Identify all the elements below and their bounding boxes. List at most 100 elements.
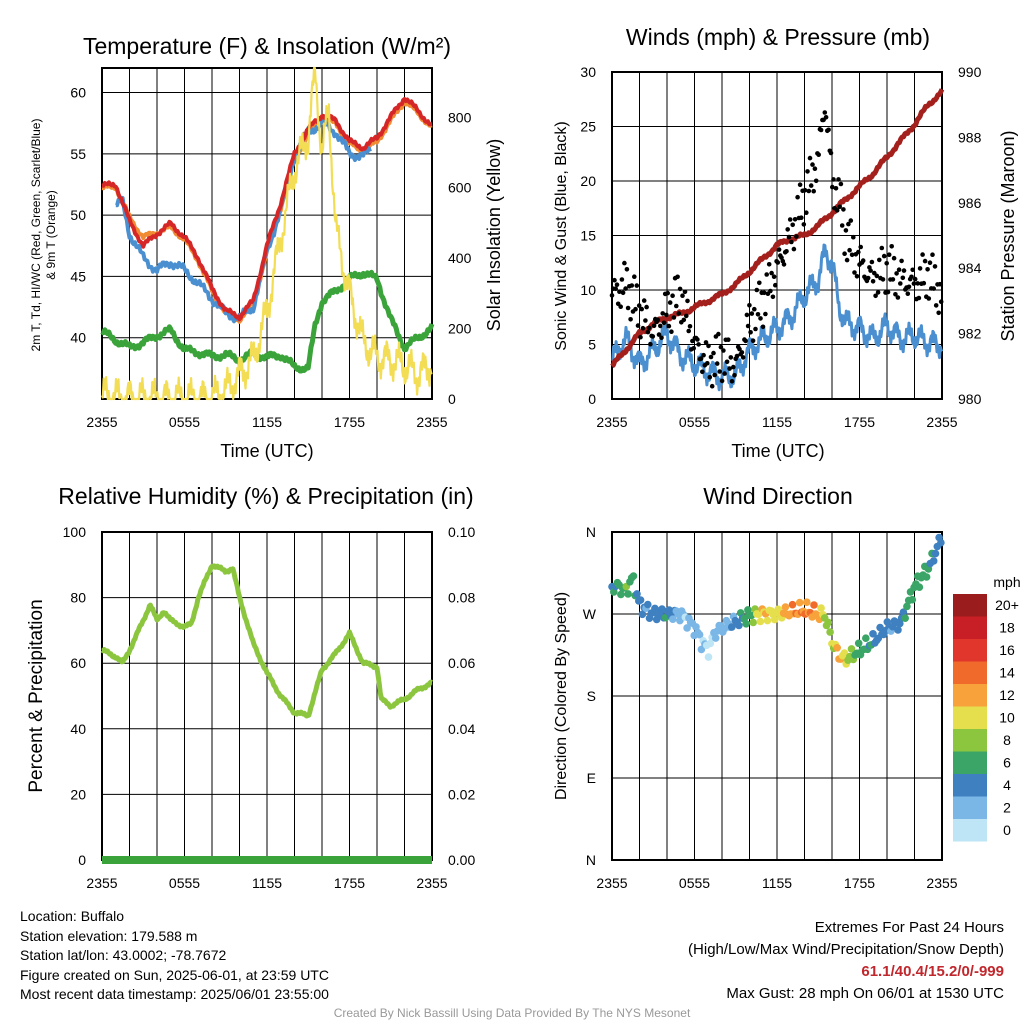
gust-point: [831, 177, 836, 182]
direction-point: [847, 645, 856, 653]
direction-point: [706, 639, 715, 648]
direction-point: [795, 598, 804, 607]
gust-point: [752, 306, 757, 312]
direction-xtick-label: 2355: [596, 875, 627, 891]
gust-point: [635, 323, 641, 328]
gust-point: [677, 286, 683, 292]
gust-point: [810, 162, 815, 167]
direction-point: [894, 626, 902, 634]
gust-point: [675, 274, 680, 280]
gust-point: [806, 188, 812, 194]
gust-point: [898, 281, 903, 286]
gust-point: [659, 335, 664, 341]
direction-point: [788, 600, 797, 609]
gust-point: [769, 270, 774, 276]
gust-point: [760, 324, 766, 330]
winds-ytick-label: 15: [580, 228, 596, 244]
direction-xtick-label: 1755: [844, 875, 875, 891]
winds-xlabel: Time (UTC): [731, 441, 824, 461]
gust-point: [658, 323, 663, 329]
speed-legend-swatch: [953, 774, 987, 797]
gust-point: [909, 274, 914, 280]
direction-point: [711, 634, 720, 642]
pressure-ytick-label: 980: [958, 391, 982, 407]
gust-point: [812, 166, 818, 171]
direction-point: [770, 615, 779, 624]
gust-point: [754, 287, 760, 293]
gust-point: [868, 268, 873, 273]
direction-point: [742, 620, 750, 628]
gust-point: [813, 178, 819, 184]
gust-point: [921, 280, 927, 286]
gust-point: [698, 356, 704, 361]
station-info: Location: Buffalo Station elevation: 179…: [20, 907, 329, 1005]
direction-point: [728, 623, 736, 631]
gust-point: [625, 305, 631, 311]
direction-point: [644, 600, 652, 609]
direction-title: Wind Direction: [703, 483, 853, 509]
gust-point: [881, 253, 887, 259]
gust-point: [711, 350, 716, 356]
gust-point: [807, 155, 813, 161]
winds-ytick-label: 0: [588, 391, 596, 407]
gust-point: [718, 344, 724, 350]
direction-point: [922, 573, 931, 581]
humidity-panel: Relative Humidity (%) & Precipitation (i…: [26, 483, 475, 891]
gust-point: [838, 181, 844, 187]
gust-point: [933, 303, 939, 308]
gust-point: [773, 282, 778, 288]
gust-point: [691, 346, 696, 351]
gust-point: [740, 355, 746, 360]
temperature-xtick-label: 2355: [416, 414, 447, 430]
direction-ytick-label: N: [586, 524, 596, 540]
gust-point: [680, 293, 685, 299]
winds-panel: Winds (mph) & Pressure (mb) 0 5 10 15 20 25 30…: [553, 24, 1018, 461]
gust-point: [874, 273, 880, 279]
direction-point: [617, 590, 625, 599]
gust-point: [910, 267, 915, 273]
humidity-ytick-label: 20: [70, 786, 86, 802]
pressure-ytick-label: 990: [958, 64, 982, 80]
temperature-xtick-label: 2355: [86, 414, 117, 430]
winds-xtick-label: 0555: [679, 414, 710, 430]
station-elevation: Station elevation: 179.588 m: [20, 927, 198, 944]
gust-point: [781, 262, 787, 267]
direction-point: [695, 630, 704, 639]
direction-point: [629, 572, 638, 580]
gust-point: [922, 258, 928, 264]
direction-point: [833, 644, 841, 652]
gust-point: [856, 249, 861, 255]
gust-point: [686, 328, 691, 334]
direction-point: [763, 616, 772, 625]
gust-point: [729, 379, 735, 384]
speed-legend-label: 16: [999, 642, 1015, 658]
gust-point: [727, 366, 732, 371]
gust-point: [889, 244, 894, 249]
extremes-values: 61.1/40.4/15.2/0/-999: [861, 963, 1004, 980]
direction-ytick-label: W: [583, 606, 597, 622]
gust-point: [926, 296, 932, 301]
insolation-line: [100, 66, 433, 401]
direction-point: [931, 549, 940, 558]
gust-point: [822, 110, 828, 115]
temperature-xtick-label: 1755: [334, 414, 365, 430]
gust-point: [843, 228, 849, 233]
pressure-ytick-label: 988: [958, 129, 982, 145]
pressure-ytick-label: 982: [958, 326, 982, 342]
gust-point: [938, 299, 944, 305]
temperature-ytick-label: 60: [70, 85, 86, 101]
speed-legend-swatch: [953, 706, 987, 729]
gust-point: [644, 304, 649, 310]
direction-point: [697, 645, 706, 654]
direction-point: [633, 590, 641, 598]
speed-legend-swatch: [953, 729, 987, 752]
gust-point: [766, 262, 772, 267]
gust-point: [669, 329, 674, 335]
humidity-ticks: 0 20 40 60 80 100 0.00 0.02 0.04 0.06 0.08 0.10 2355…: [63, 524, 476, 891]
gust-point: [639, 306, 644, 312]
gust-point: [805, 169, 810, 174]
temperature-ytick-label: 40: [70, 330, 86, 346]
gust-point: [665, 290, 670, 296]
pressure-ylabel: Station Pressure (Maroon): [998, 130, 1018, 341]
gust-point: [794, 234, 799, 239]
